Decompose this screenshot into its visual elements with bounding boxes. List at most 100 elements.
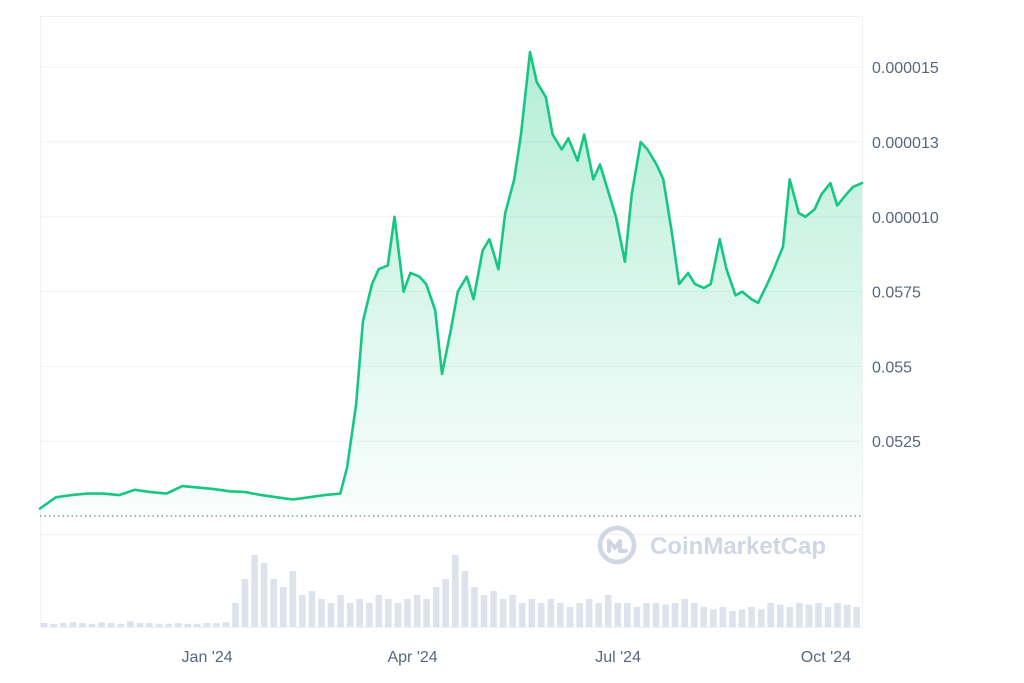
volume-bar	[652, 603, 660, 627]
volume-bar	[509, 595, 516, 627]
price-line[interactable]	[38, 50, 864, 510]
volume-bar	[165, 623, 172, 627]
volume-bar	[79, 623, 86, 627]
volume-bar	[280, 587, 287, 627]
volume-bar	[576, 603, 583, 627]
volume-bar	[127, 621, 134, 627]
x-tick-label: Oct '24	[801, 649, 851, 666]
y-tick-label: 0.000015	[872, 60, 939, 77]
coinmarketcap-logo-icon	[597, 525, 637, 565]
volume-bar	[691, 603, 698, 627]
x-tick-label: Jan '24	[182, 649, 233, 666]
volume-bar	[356, 599, 363, 627]
x-tick-label: Jul '24	[595, 649, 641, 666]
volume-bar	[566, 607, 574, 627]
volume-bar	[222, 622, 230, 627]
volume-bar	[518, 603, 526, 627]
y-axis: 0.000015 0.000013 0.000010 0.0575 0.055 0.052…	[872, 60, 939, 451]
volume-bar	[710, 609, 717, 627]
volume-bar	[614, 603, 622, 627]
volume-bar	[700, 607, 708, 627]
volume-bar	[174, 623, 182, 627]
volume-bar	[757, 609, 765, 627]
volume-bar	[604, 595, 612, 627]
volume-bar	[499, 599, 507, 627]
volume-bar	[585, 599, 593, 627]
volume-bars	[41, 555, 860, 627]
volume-bar	[786, 607, 794, 627]
volume-bar	[547, 599, 555, 627]
volume-bar	[318, 599, 325, 627]
volume-bar	[270, 579, 277, 627]
volume-bar	[452, 555, 459, 627]
volume-bar	[346, 603, 354, 627]
volume-bar	[98, 622, 105, 627]
volume-bar	[767, 603, 774, 627]
volume-bar	[327, 603, 335, 627]
volume-bar	[528, 599, 536, 627]
volume-bar	[719, 607, 727, 627]
volume-bar	[643, 603, 650, 627]
volume-bar	[834, 603, 841, 627]
volume-bar	[289, 571, 297, 627]
volume-bar	[251, 555, 258, 627]
volume-bar	[60, 623, 67, 627]
volume-bar	[538, 603, 545, 627]
volume-bar	[260, 563, 268, 627]
watermark: CoinMarketCap	[597, 525, 826, 565]
volume-bar	[796, 603, 803, 627]
volume-bar	[824, 607, 832, 627]
volume-bar	[232, 603, 239, 627]
volume-bar	[729, 611, 736, 627]
volume-bar	[299, 595, 306, 627]
volume-bar	[423, 599, 430, 627]
volume-bar	[88, 623, 96, 627]
volume-bar	[461, 571, 469, 627]
volume-bar	[117, 623, 125, 627]
volume-bar	[595, 603, 602, 627]
volume-bar	[671, 603, 679, 627]
y-tick-label: 0.000010	[872, 210, 939, 227]
volume-bar	[337, 595, 344, 627]
volume-bar	[662, 604, 669, 627]
volume-bar	[442, 579, 449, 627]
volume-bar	[681, 599, 688, 627]
y-tick-label: 0.0575	[872, 285, 921, 302]
volume-bar	[815, 603, 822, 627]
volume-bar	[146, 623, 153, 627]
y-tick-label: 0.000013	[872, 135, 939, 152]
volume-bar	[308, 591, 316, 627]
volume-bar	[41, 623, 48, 627]
y-tick-label: 0.055	[872, 359, 912, 376]
volume-bar	[490, 591, 497, 627]
volume-bar	[155, 623, 163, 627]
volume-bar	[69, 622, 77, 627]
price-area	[40, 52, 862, 516]
x-tick-label: Apr '24	[387, 649, 437, 666]
volume-bar	[748, 607, 755, 627]
volume-bar	[843, 604, 851, 627]
volume-bar	[203, 623, 211, 627]
volume-bar	[366, 603, 373, 627]
volume-bar	[193, 623, 201, 627]
volume-bar	[375, 595, 383, 627]
volume-bar	[557, 603, 564, 627]
volume-bar	[184, 623, 191, 627]
volume-bar	[480, 595, 488, 627]
volume-bar	[213, 623, 220, 627]
plot-frame	[40, 16, 863, 628]
volume-bar	[432, 587, 440, 627]
volume-bar	[107, 623, 115, 627]
volume-bar	[136, 623, 144, 627]
watermark-text: CoinMarketCap	[650, 533, 826, 560]
volume-bar	[385, 599, 392, 627]
volume-bar	[413, 595, 421, 627]
x-axis: Jan '24 Apr '24 Jul '24 Oct '24	[182, 649, 852, 666]
y-tick-label: 0.0525	[872, 434, 921, 451]
volume-bar	[805, 604, 813, 627]
volume-bar	[624, 603, 631, 627]
volume-bar	[777, 604, 784, 627]
volume-bar	[50, 623, 58, 627]
volume-bar	[738, 609, 746, 627]
